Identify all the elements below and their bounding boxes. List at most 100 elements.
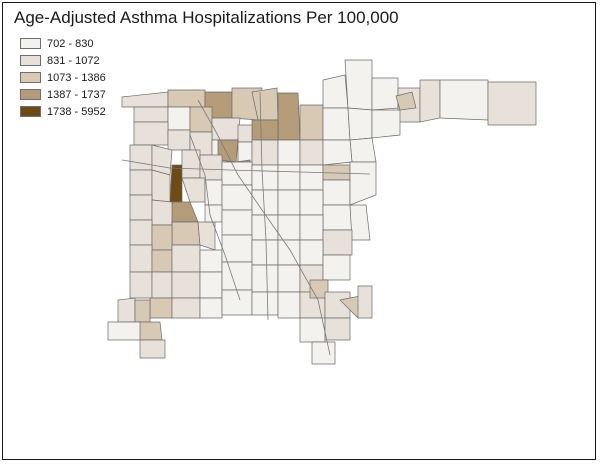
census-tract xyxy=(322,74,349,109)
census-tract xyxy=(277,139,301,166)
census-tract xyxy=(169,164,183,203)
census-tract xyxy=(311,341,336,365)
census-tract xyxy=(151,169,171,203)
census-tract xyxy=(347,107,373,141)
census-tract xyxy=(322,139,353,166)
census-tract xyxy=(129,144,153,171)
census-tract xyxy=(277,291,301,319)
census-tract xyxy=(251,189,279,216)
census-tract xyxy=(171,297,201,319)
map-title: Age-Adjusted Asthma Hospitalizations Per… xyxy=(14,8,399,27)
census-tract xyxy=(251,119,279,141)
legend-swatch xyxy=(20,55,41,66)
census-tract xyxy=(181,177,206,203)
legend-label: 1387 - 1737 xyxy=(47,88,106,101)
highway-line xyxy=(197,99,331,356)
census-tract xyxy=(237,124,253,143)
census-tract xyxy=(349,161,377,206)
map-frame xyxy=(2,2,596,460)
legend-item: 1387 - 1737 xyxy=(20,86,106,103)
census-tract xyxy=(357,285,373,319)
census-tract xyxy=(221,289,253,316)
census-tract xyxy=(171,271,201,299)
census-tract xyxy=(151,224,173,251)
census-tract xyxy=(129,169,153,196)
census-tract xyxy=(167,89,206,108)
census-tract xyxy=(171,221,201,246)
census-tract xyxy=(129,244,153,273)
census-tract xyxy=(322,229,353,256)
highway-line xyxy=(189,134,241,301)
legend-swatch xyxy=(20,89,41,100)
census-tract xyxy=(197,221,216,251)
census-tract xyxy=(299,214,324,241)
legend: 702 - 830 831 - 1072 1073 - 1386 1387 - … xyxy=(20,35,106,120)
census-tract xyxy=(322,204,353,231)
census-tract xyxy=(251,239,279,266)
census-tract xyxy=(167,129,191,151)
census-tract xyxy=(324,317,351,341)
legend-item: 831 - 1072 xyxy=(20,52,106,69)
census-tract xyxy=(139,321,163,341)
legend-item: 1073 - 1386 xyxy=(20,69,106,86)
census-tract xyxy=(199,154,223,181)
census-tract xyxy=(277,214,301,241)
census-tract xyxy=(344,59,373,111)
census-tract xyxy=(199,297,223,319)
census-tract xyxy=(371,109,401,139)
census-tract xyxy=(121,91,169,108)
census-tract xyxy=(299,317,326,343)
census-tract xyxy=(237,141,253,163)
census-tract xyxy=(349,204,371,241)
census-tract xyxy=(117,297,136,323)
census-tract xyxy=(371,77,399,111)
census-tract xyxy=(221,234,253,263)
census-tract xyxy=(133,121,169,146)
census-tract xyxy=(299,139,324,166)
legend-swatch xyxy=(20,38,41,49)
legend-label: 831 - 1072 xyxy=(47,54,100,67)
census-tract xyxy=(251,264,279,293)
census-tract xyxy=(299,239,324,266)
census-tract xyxy=(151,249,173,273)
census-tract xyxy=(299,189,324,216)
census-tract xyxy=(133,106,169,123)
highway-line xyxy=(121,159,371,175)
census-tracts xyxy=(107,59,537,365)
legend-item: 702 - 830 xyxy=(20,35,106,52)
census-tract xyxy=(171,244,201,273)
legend-swatch xyxy=(20,72,41,83)
legend-swatch xyxy=(20,106,41,117)
census-tract xyxy=(277,264,301,293)
census-tract xyxy=(204,204,223,223)
census-tract xyxy=(322,254,351,281)
census-tract xyxy=(151,271,173,299)
census-tract xyxy=(134,299,151,323)
census-tract xyxy=(151,199,173,226)
census-tract xyxy=(277,189,301,216)
census-tract xyxy=(199,249,223,273)
highway-line xyxy=(259,91,269,321)
census-tract xyxy=(487,81,537,126)
legend-label: 1738 - 5952 xyxy=(47,105,106,118)
legend-label: 1073 - 1386 xyxy=(47,71,106,84)
census-tract xyxy=(139,339,166,359)
census-tract xyxy=(322,179,351,206)
census-tract xyxy=(277,164,301,191)
census-tract xyxy=(439,79,489,121)
census-tract xyxy=(169,201,199,223)
census-tract xyxy=(199,271,223,299)
census-tract xyxy=(129,219,153,246)
census-tract xyxy=(221,261,253,291)
census-tract xyxy=(419,79,441,123)
census-tract xyxy=(129,194,153,221)
census-tract xyxy=(149,297,173,319)
census-tract xyxy=(299,164,324,191)
census-tract xyxy=(221,209,253,236)
legend-label: 702 - 830 xyxy=(47,37,94,50)
census-tract xyxy=(277,92,301,141)
census-tract xyxy=(349,137,377,163)
census-tract xyxy=(395,91,417,111)
census-tract xyxy=(299,104,324,141)
